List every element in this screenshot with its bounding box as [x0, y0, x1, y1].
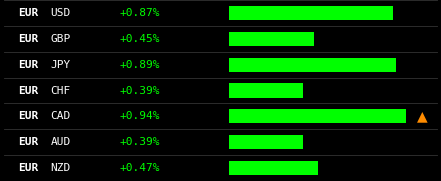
FancyBboxPatch shape [229, 83, 303, 98]
Text: EUR: EUR [18, 34, 38, 44]
Text: EUR: EUR [18, 60, 38, 70]
Text: NZD: NZD [51, 163, 71, 173]
Text: EUR: EUR [18, 163, 38, 173]
Text: ▲: ▲ [417, 109, 427, 123]
Text: EUR: EUR [18, 8, 38, 18]
Text: EUR: EUR [18, 85, 38, 96]
FancyBboxPatch shape [229, 135, 303, 149]
Text: USD: USD [51, 8, 71, 18]
Text: +0.94%: +0.94% [119, 111, 160, 121]
FancyBboxPatch shape [229, 32, 314, 46]
Text: +0.39%: +0.39% [119, 137, 160, 147]
FancyBboxPatch shape [229, 161, 318, 175]
Text: GBP: GBP [51, 34, 71, 44]
FancyBboxPatch shape [229, 58, 396, 72]
Text: AUD: AUD [51, 137, 71, 147]
Text: +0.47%: +0.47% [119, 163, 160, 173]
FancyBboxPatch shape [229, 6, 392, 20]
Text: EUR: EUR [18, 111, 38, 121]
Text: +0.45%: +0.45% [119, 34, 160, 44]
FancyBboxPatch shape [229, 109, 406, 123]
Text: CHF: CHF [51, 85, 71, 96]
Text: +0.87%: +0.87% [119, 8, 160, 18]
Text: CAD: CAD [51, 111, 71, 121]
Text: +0.89%: +0.89% [119, 60, 160, 70]
Text: EUR: EUR [18, 137, 38, 147]
Text: +0.39%: +0.39% [119, 85, 160, 96]
Text: JPY: JPY [51, 60, 71, 70]
